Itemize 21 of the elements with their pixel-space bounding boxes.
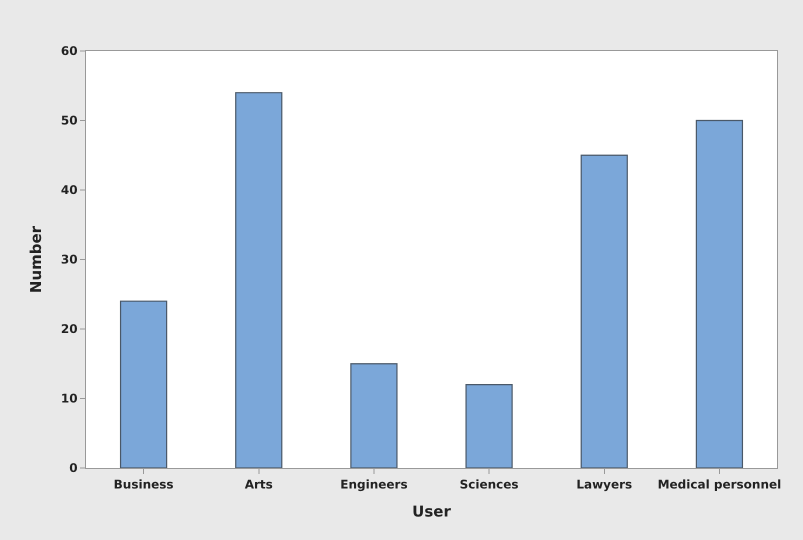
y-axis-title: Number (27, 225, 46, 294)
bar (465, 384, 513, 468)
y-tick-label: 20 (60, 322, 78, 336)
x-tick-label: Arts (244, 477, 273, 492)
bar (120, 300, 168, 468)
x-tick-label: Sciences (460, 477, 519, 492)
y-tick-label: 60 (60, 44, 78, 58)
bar (696, 120, 744, 468)
y-tick-label: 30 (60, 252, 78, 267)
x-tick-label: Medical personnel (658, 477, 782, 492)
y-tick-label: 40 (60, 183, 78, 198)
bar (235, 92, 282, 468)
bar (350, 363, 398, 468)
y-tick-label: 0 (69, 461, 78, 476)
y-tick-label: 10 (60, 392, 78, 406)
y-tick-label: 50 (60, 114, 78, 128)
x-tick-label: Lawyers (576, 477, 632, 492)
x-axis-title: User (412, 502, 452, 520)
x-tick-label: Business (114, 477, 174, 492)
x-tick-label: Engineers (340, 477, 408, 492)
bar (580, 154, 628, 468)
